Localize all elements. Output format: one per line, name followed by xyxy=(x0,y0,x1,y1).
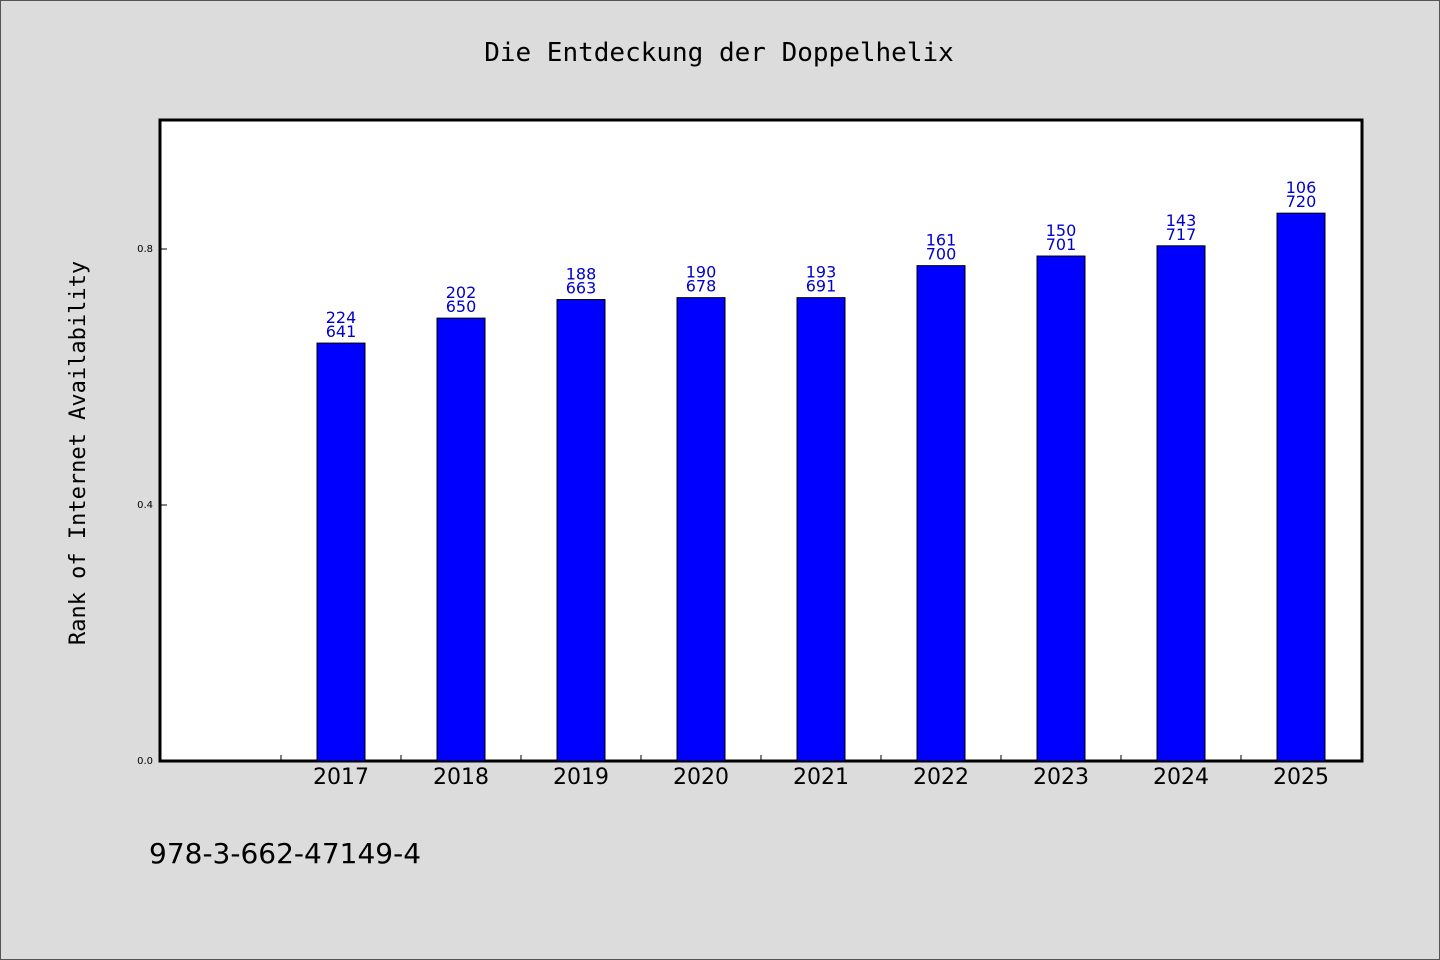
data-label-top: 143 xyxy=(1166,211,1197,230)
x-tick-label: 2017 xyxy=(313,765,369,790)
data-label-bottom: 701 xyxy=(1046,235,1077,254)
data-label-bottom: 691 xyxy=(806,277,837,296)
isbn-footer: 978-3-662-47149-4 xyxy=(149,837,421,870)
data-label-top: 106 xyxy=(1286,178,1317,197)
bars xyxy=(316,212,1326,762)
y-tick-label: 0.8 xyxy=(137,244,153,255)
data-label-bottom: 678 xyxy=(686,277,717,296)
data-label-bottom: 650 xyxy=(446,297,477,316)
bar-2021 xyxy=(796,297,846,762)
x-tick-label: 2020 xyxy=(673,765,729,790)
data-label-top: 190 xyxy=(686,263,717,282)
bar-2023 xyxy=(1036,255,1086,762)
data-label-bottom: 720 xyxy=(1286,192,1317,211)
data-label-bottom: 700 xyxy=(926,245,957,264)
axis-ticks: 0.0 0.4 0.8 xyxy=(137,244,1242,767)
data-label-top: 161 xyxy=(926,231,957,250)
data-label-top: 193 xyxy=(806,263,837,282)
data-label-top: 188 xyxy=(566,265,597,284)
y-tick-label: 0.4 xyxy=(137,500,153,511)
x-tick-label: 2019 xyxy=(553,765,609,790)
bar-2025 xyxy=(1276,212,1326,762)
bar-2019 xyxy=(556,299,606,762)
bar-2020 xyxy=(676,297,726,762)
y-tick-label: 0.0 xyxy=(137,756,153,767)
bar-2022 xyxy=(916,265,966,762)
bar-2024 xyxy=(1156,245,1206,762)
data-label-bottom: 641 xyxy=(326,322,357,341)
x-tick-label: 2018 xyxy=(433,765,489,790)
x-tick-label: 2023 xyxy=(1033,765,1089,790)
y-axis-label: Rank of Internet Availability xyxy=(66,261,91,645)
chart-title: Die Entdeckung der Doppelhelix xyxy=(484,38,954,68)
bar-2018 xyxy=(436,317,486,762)
data-label-bottom: 663 xyxy=(566,279,597,298)
x-tick-label: 2025 xyxy=(1273,765,1329,790)
data-label-top: 224 xyxy=(326,308,357,327)
x-tick-label: 2024 xyxy=(1153,765,1209,790)
bar-2017 xyxy=(316,342,366,762)
x-tick-label: 2022 xyxy=(913,765,969,790)
data-label-top: 150 xyxy=(1046,221,1077,240)
data-label-bottom: 717 xyxy=(1166,225,1197,244)
x-tick-label: 2021 xyxy=(793,765,849,790)
data-label-top: 202 xyxy=(446,283,477,302)
